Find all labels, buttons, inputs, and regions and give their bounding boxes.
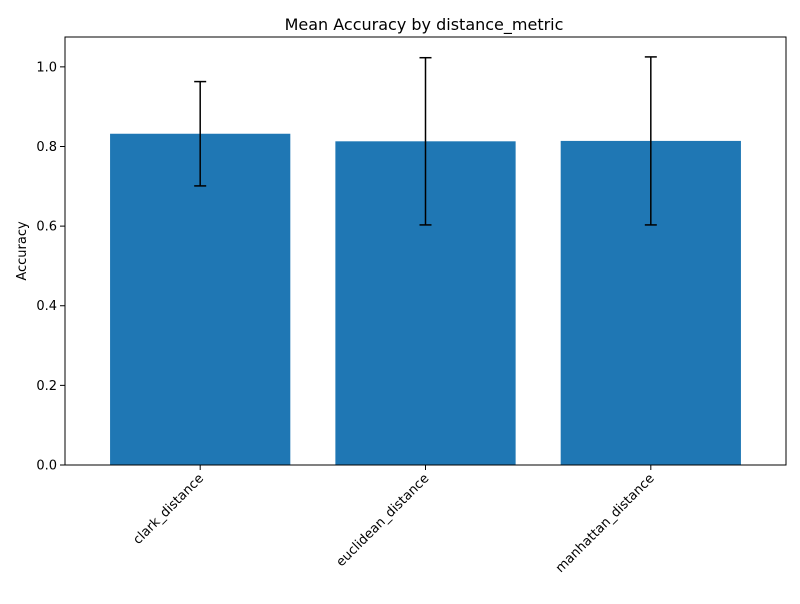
x-axis-ticks: clark_distance euclidean_distance manhatta…: [131, 465, 658, 576]
errorbar-clark_distance: [194, 80, 207, 187]
y-axis-ticks: 0.0 0.2 0.4 0.6 0.8 1.0: [36, 60, 65, 474]
chart-title: Mean Accuracy by distance_metric: [285, 15, 564, 35]
y-tick-label: 0.0: [36, 459, 57, 474]
plot-frame: [64, 36, 787, 466]
y-tick-label: 0.6: [36, 220, 57, 235]
y-tick-label: 0.4: [36, 299, 57, 314]
errorbar-euclidean_distance: [419, 56, 432, 226]
y-tick-label: 0.8: [36, 140, 57, 155]
errorbar-manhattan_distance: [644, 56, 657, 226]
x-tick-label: manhattan_distance: [553, 471, 658, 576]
y-tick-label: 0.2: [36, 379, 57, 394]
x-tick-label: euclidean_distance: [334, 471, 433, 570]
x-tick-label: clark_distance: [131, 471, 208, 548]
bar-clark_distance: [110, 133, 291, 465]
y-axis-label: Accuracy: [15, 221, 30, 281]
y-tick-label: 1.0: [36, 60, 57, 75]
errorbars-layer: [194, 56, 657, 226]
